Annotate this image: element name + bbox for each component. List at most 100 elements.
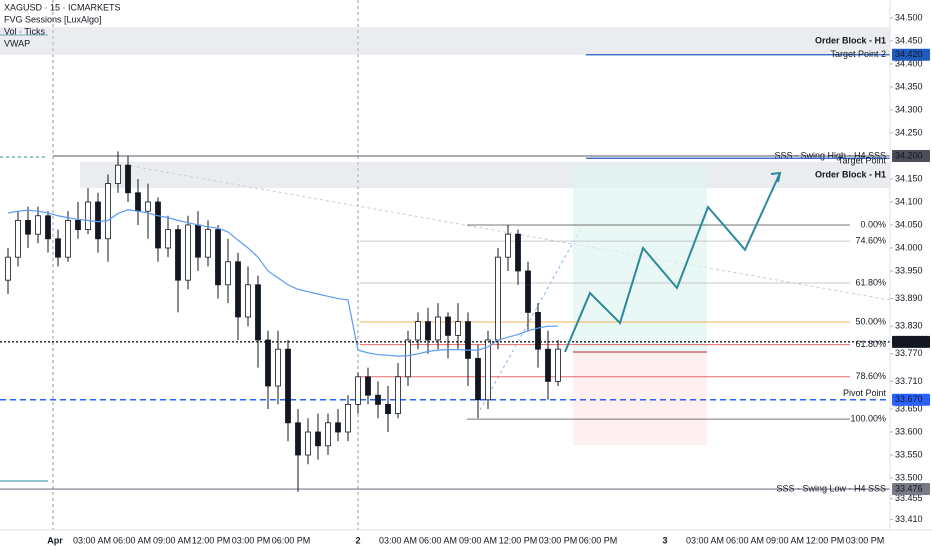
candle-body [315,431,321,447]
x-tick-label: 03:00 PM [846,535,885,545]
candle-body [415,321,421,341]
candle-body [205,229,211,258]
candle-body [15,219,21,258]
candle-body [505,233,511,258]
fib-label: 0.00% [860,219,886,229]
level-label: SSS - Swing Low - H4 SSS [776,483,886,493]
candle-body [455,321,461,336]
candle-body [115,164,121,184]
x-tick-label: 12:00 PM [192,535,231,545]
candle-body [375,394,381,405]
y-tick-label: 34.500 [895,12,923,22]
y-tick-label: 33.650 [895,403,923,413]
candle-body [5,256,11,281]
candle-body [445,316,451,336]
x-tick-label: 09:00 AM [766,535,804,545]
y-tick-label: 34.300 [895,104,923,114]
candle-body [55,238,61,258]
y-tick-label: 34.450 [895,35,923,45]
candle-body [495,256,501,341]
zone-label: Order Block - H1 [815,35,886,45]
x-tick-label: 12:00 PM [806,535,845,545]
x-tick-label: 03:00 AM [73,535,111,545]
candle-body [85,201,91,230]
y-tick-label: 33.830 [895,321,923,331]
price-badge [892,393,930,406]
candle-body [525,270,531,313]
zone-label: Order Block - H1 [815,169,886,179]
candle-body [385,404,391,415]
candle-body [425,321,431,341]
candle-body [255,284,261,341]
x-tick-label: 03:00 PM [539,535,578,545]
candle-body [475,357,481,401]
level-label: Target Point [838,156,887,166]
candle-body [345,404,351,433]
candle-body [235,261,241,318]
x-tick-label: 06:00 PM [579,535,618,545]
candle-body [515,233,521,272]
x-tick-label: 09:00 AM [459,535,497,545]
fib-label: 50.00% [855,316,886,326]
candle-body [155,201,161,249]
candle-body [95,201,101,240]
x-tick-label: 06:00 AM [113,535,151,545]
candle-body [35,215,41,235]
x-tick-label: 3 [662,535,667,545]
candle-body [275,348,281,387]
vwap-line [7,209,558,357]
price-badge [892,483,930,496]
candle-body [435,316,441,341]
candle-body [45,215,51,240]
candle-body [295,422,301,456]
x-tick-label: Apr [47,535,63,545]
candle-body [405,339,411,378]
y-tick-label: 34.150 [895,173,923,183]
candle-body [335,422,341,433]
x-tick-label: 06:00 AM [419,535,457,545]
candle-body [485,339,491,401]
candle-body [135,192,141,212]
price-badge [892,48,930,61]
fib-label: 61.80% [855,339,886,349]
level-label: SSS - Swing High - H4 SSS [774,150,886,160]
y-tick-label: 33.455 [895,493,923,503]
y-tick-label: 34.350 [895,81,923,91]
y-tick-label: 34.400 [895,58,923,68]
candle-body [25,219,31,235]
candle-body [75,219,81,230]
x-tick-label: 12:00 PM [499,535,538,545]
price-badge-label: 34.200 [895,150,923,160]
candle-body [365,376,371,396]
candle-body [65,219,71,258]
fib-label: 74.60% [855,235,886,245]
x-tick-label: 06:00 PM [272,535,311,545]
y-tick-label: 34.100 [895,196,923,206]
candle-body [125,164,131,194]
candle-body [285,348,291,424]
y-tick-label: 33.770 [895,348,923,358]
y-tick-label: 34.050 [895,219,923,229]
title: XAGUSD · 15 · ICMARKETS [4,2,121,12]
price-badge-label: 12:57 [895,336,918,346]
candle-body [465,321,471,359]
y-tick-label: 33.710 [895,376,923,386]
order-block [80,161,890,189]
projection-arrow [770,171,782,183]
x-tick-label: 2 [355,535,360,545]
fib-label: 78.60% [855,371,886,381]
y-tick-label: 33.600 [895,426,923,436]
price-badge [892,149,930,162]
y-tick-label: 33.550 [895,449,923,459]
candle-body [555,348,561,382]
y-tick-label: 33.500 [895,472,923,482]
y-tick-label: 33.410 [895,514,923,524]
candle-body [145,201,151,212]
candle-body [245,284,251,318]
candle-body [195,224,201,258]
price-badge-label: 33.476 [895,483,923,493]
price-badge [892,335,930,348]
x-tick-label: 06:00 AM [726,535,764,545]
candle-body [395,376,401,415]
